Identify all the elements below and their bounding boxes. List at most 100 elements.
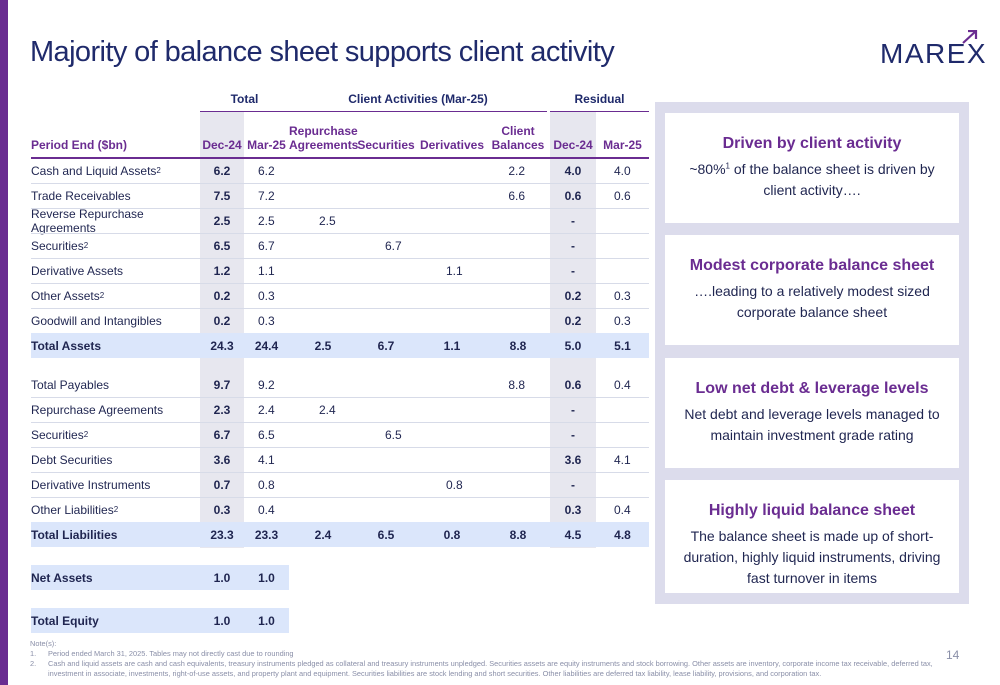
cell-rmar — [596, 422, 649, 447]
cell-repo — [289, 183, 357, 208]
page-number: 14 — [946, 648, 960, 662]
page-title: Majority of balance sheet supports clien… — [30, 36, 615, 68]
cell-der — [415, 497, 489, 522]
cell-sec: 6.7 — [385, 238, 402, 253]
cell-sec — [357, 208, 415, 233]
cell-repo — [289, 308, 357, 333]
cell-sec — [357, 158, 415, 183]
notes-heading: Note(s): — [30, 639, 57, 648]
row-label: Other Assets 2 — [31, 288, 105, 303]
cell-cb — [489, 397, 547, 422]
group-client-rule — [289, 111, 547, 112]
cell-cb — [489, 472, 547, 497]
header-repurchase-agreements: Repurchase Agreements — [289, 124, 359, 152]
card-body: ….leading to a relatively modest sized c… — [694, 283, 930, 320]
header-securities: Securities — [357, 138, 415, 152]
cell-rmar — [596, 472, 649, 497]
cell-der: 0.8 — [443, 527, 461, 542]
cell-repo — [289, 422, 357, 447]
cell-tmar: 6.5 — [258, 427, 275, 442]
cell-repo — [289, 283, 357, 308]
cell-tmar: 0.4 — [258, 502, 275, 517]
cell-rmar — [596, 208, 649, 233]
cell-sec — [357, 308, 415, 333]
cell-repo: 2.4 — [319, 402, 336, 417]
card-net-debt: Low net debt & leverage levels Net debt … — [665, 358, 959, 468]
group-total: Total — [230, 92, 259, 106]
cell-tdec: 2.5 — [213, 213, 231, 228]
cell-repo: 2.4 — [314, 527, 332, 542]
cell-repo — [289, 158, 357, 183]
cell-tmar: 6.7 — [258, 238, 275, 253]
cell-tmar: 6.2 — [258, 163, 275, 178]
cell-rdec: 0.2 — [564, 313, 582, 328]
cell-tdec: 1.0 — [213, 570, 231, 585]
cell-der — [415, 233, 489, 258]
total-row-background — [31, 522, 649, 547]
cell-sec — [357, 258, 415, 283]
cell-cb: 8.8 — [509, 338, 527, 353]
cell-rdec: - — [571, 263, 575, 278]
cell-rdec: 0.3 — [564, 502, 582, 517]
cell-cb — [489, 258, 547, 283]
cell-der — [415, 158, 489, 183]
cell-der — [415, 208, 489, 233]
row-divider — [31, 472, 649, 473]
cell-rmar: 5.1 — [614, 338, 631, 353]
cell-tdec: 9.7 — [213, 377, 231, 392]
row-label: Derivative Instruments — [31, 477, 151, 492]
row-divider — [31, 258, 649, 259]
cell-der — [415, 422, 489, 447]
cell-rmar: 0.4 — [614, 502, 631, 517]
total-row-background — [31, 608, 289, 633]
row-label: Derivative Assets — [31, 263, 124, 278]
cell-tmar: 1.0 — [258, 570, 275, 585]
card-body: ~80%1 of the balance sheet is driven by … — [689, 161, 935, 198]
cell-cb — [489, 208, 547, 233]
residual-dec24-column-shade — [550, 112, 596, 548]
cell-repo: 2.5 — [314, 338, 332, 353]
group-client-activities: Client Activities (Mar-25) — [348, 92, 488, 106]
cell-rmar — [596, 397, 649, 422]
cell-rmar: 4.8 — [614, 527, 631, 542]
cell-der — [415, 283, 489, 308]
total-row-background — [31, 333, 649, 358]
cell-rdec: 5.0 — [564, 338, 582, 353]
card-title: Highly liquid balance sheet — [708, 502, 916, 519]
cell-cb — [489, 283, 547, 308]
cell-rdec: 4.0 — [564, 163, 582, 178]
cell-rdec: 0.6 — [564, 377, 582, 392]
cell-repo — [289, 472, 357, 497]
cell-tdec: 0.2 — [213, 288, 231, 303]
cell-repo — [289, 372, 357, 397]
row-label: Other Liabilities 2 — [31, 502, 119, 517]
cell-rdec: 0.2 — [564, 288, 582, 303]
cell-repo — [289, 447, 357, 472]
cell-tmar: 0.3 — [258, 313, 275, 328]
header-residual-mar25: Mar-25 — [603, 138, 642, 152]
row-label: Total Equity — [31, 613, 99, 628]
cell-tdec: 1.2 — [213, 263, 231, 278]
row-divider — [31, 283, 649, 284]
group-residual: Residual — [574, 92, 625, 106]
cell-cb — [489, 233, 547, 258]
row-label: Debt Securities — [31, 452, 113, 467]
brand-side-bar — [0, 0, 8, 685]
cell-sec — [357, 472, 415, 497]
cell-sec: 6.5 — [377, 527, 395, 542]
cell-rmar: 0.3 — [614, 288, 631, 303]
header-period-end: Period End ($bn) — [31, 138, 127, 152]
cell-tdec: 0.2 — [213, 313, 231, 328]
row-divider — [31, 233, 649, 234]
cell-der: 0.8 — [446, 477, 463, 492]
cell-tmar: 1.0 — [258, 613, 275, 628]
cell-sec — [357, 497, 415, 522]
cell-sec — [357, 283, 415, 308]
cell-repo — [289, 258, 357, 283]
cell-rmar — [596, 258, 649, 283]
cell-sec — [357, 183, 415, 208]
cell-repo: 2.5 — [319, 213, 336, 228]
marex-logo: MAREX — [880, 30, 986, 70]
cell-tmar: 2.4 — [258, 402, 275, 417]
cell-rmar: 0.6 — [614, 188, 631, 203]
